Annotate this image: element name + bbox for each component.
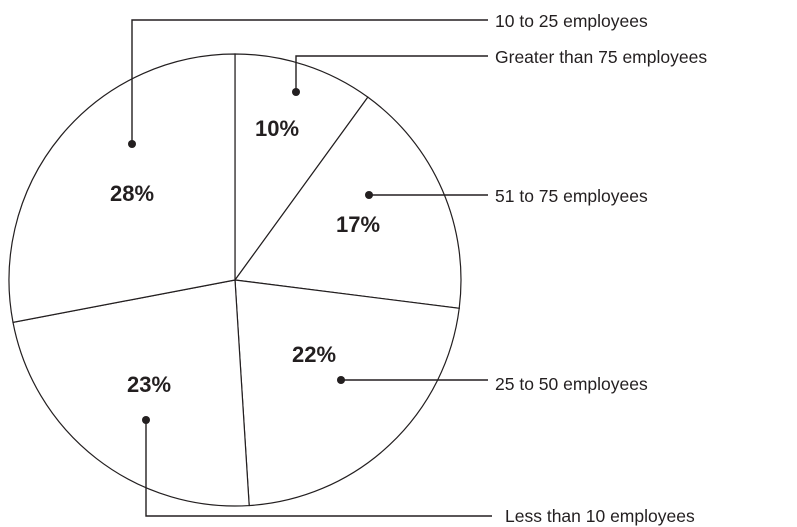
leader-lines — [128, 19, 492, 517]
leader-line-less-than-10 — [145, 420, 492, 517]
leader-line-10-to-25 — [131, 19, 488, 144]
pie-slice-less-than-10 — [12, 279, 250, 507]
pie-slice-greater-than-75 — [234, 53, 369, 282]
legend-label-greater-than-75: Greater than 75 employees — [495, 47, 707, 67]
legend-label-less-than-10: Less than 10 employees — [505, 506, 695, 526]
slice-pct-25-to-50: 22% — [292, 342, 336, 367]
leader-line-greater-than-75 — [295, 55, 488, 92]
slice-pct-greater-than-75: 10% — [255, 116, 299, 141]
leader-dot-25-to-50 — [337, 376, 345, 384]
legend-label-10-to-25: 10 to 25 employees — [495, 11, 648, 31]
leader-dot-less-than-10 — [142, 416, 150, 424]
legend-label-25-to-50: 25 to 50 employees — [495, 374, 648, 394]
pie-slices — [8, 53, 462, 507]
leader-dot-10-to-25 — [128, 140, 136, 148]
pie-slice-10-to-25 — [8, 53, 236, 324]
leader-dot-greater-than-75 — [292, 88, 300, 96]
leader-dot-51-to-75 — [365, 191, 373, 199]
pie-slice-25-to-50 — [234, 279, 460, 507]
slice-pct-less-than-10: 23% — [127, 372, 171, 397]
pie-slice-51-to-75 — [233, 96, 462, 310]
slice-pct-10-to-25: 28% — [110, 181, 154, 206]
slice-pct-51-to-75: 17% — [336, 212, 380, 237]
legend-label-51-to-75: 51 to 75 employees — [495, 186, 648, 206]
